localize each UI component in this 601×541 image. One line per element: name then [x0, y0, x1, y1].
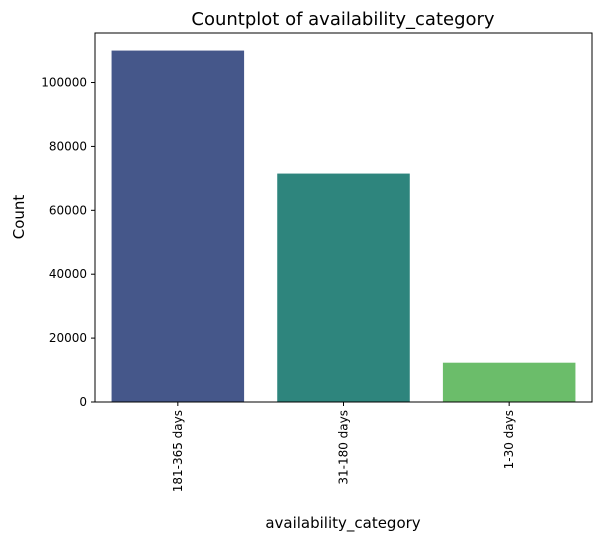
bars-group: [111, 50, 576, 402]
x-tick-label-0: 181-365 days: [171, 410, 185, 492]
y-tick-label-4: 80000: [49, 139, 87, 153]
y-axis-title: Count: [10, 195, 28, 240]
y-tick-label-5: 100000: [41, 76, 87, 90]
x-tick-label-2: 1-30 days: [502, 410, 516, 469]
y-tick-label-2: 40000: [49, 267, 87, 281]
plot-frame: [94, 32, 593, 403]
x-axis-title: availability_category: [265, 514, 420, 533]
y-tick-label-3: 60000: [49, 203, 87, 217]
x-tick-label-1: 31-180 days: [337, 410, 351, 485]
y-tick-label-1: 20000: [49, 331, 87, 345]
bar-0: [111, 50, 245, 402]
y-axis: 0 20000 40000 60000 80000 100000: [41, 76, 95, 409]
bar-1: [277, 173, 410, 402]
x-axis: 181-365 days 31-180 days 1-30 days: [171, 402, 516, 492]
bar-2: [442, 362, 576, 402]
chart-title: Countplot of availability_category: [191, 9, 495, 30]
y-tick-label-0: 0: [79, 395, 87, 409]
